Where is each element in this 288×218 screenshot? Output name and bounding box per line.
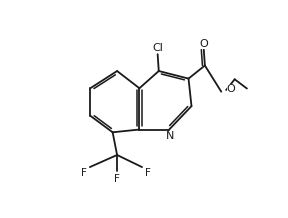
Text: F: F [81,168,87,178]
Text: O: O [227,84,236,94]
Text: O: O [199,39,208,49]
Text: Cl: Cl [152,43,163,53]
Text: N: N [166,131,175,141]
Text: F: F [114,174,120,184]
Text: F: F [145,168,151,178]
